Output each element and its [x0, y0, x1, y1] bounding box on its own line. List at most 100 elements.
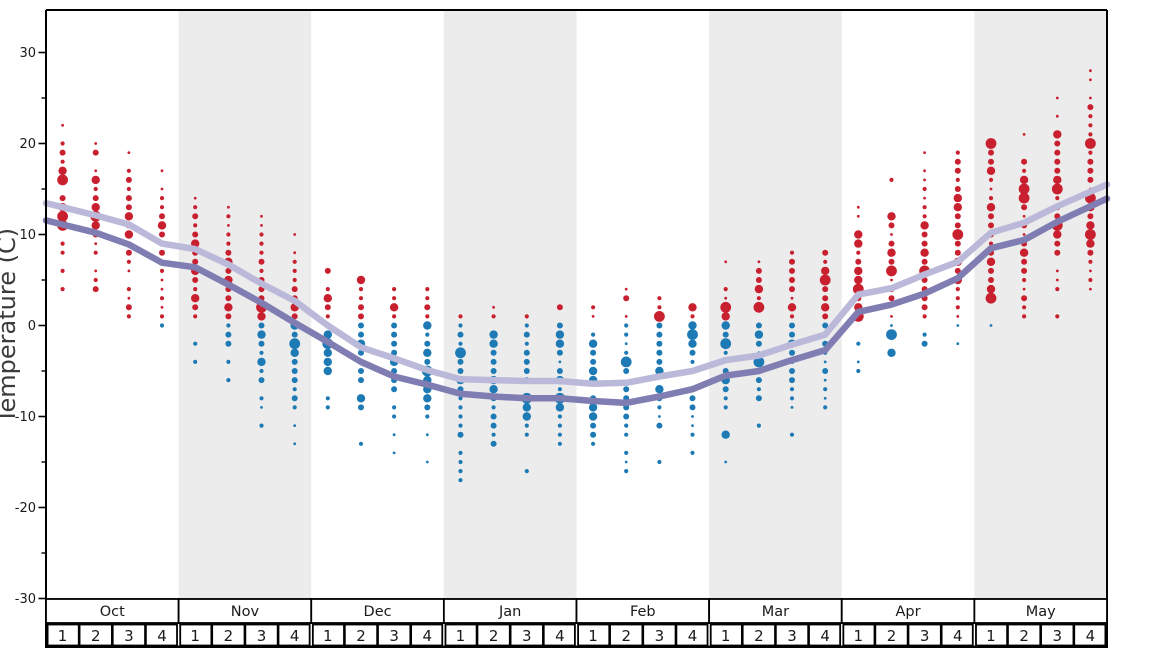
temp-dot	[555, 403, 565, 412]
temp-dot	[657, 296, 662, 301]
month-label: Apr	[896, 604, 921, 620]
temp-dot	[724, 260, 728, 264]
temp-dot	[658, 415, 661, 418]
temp-dot	[920, 221, 929, 230]
temp-dot	[590, 431, 597, 438]
month-band-mar	[709, 10, 842, 599]
temp-dot	[921, 231, 928, 238]
temp-dot	[922, 186, 927, 192]
temp-dot	[1055, 96, 1059, 100]
temp-dot	[92, 195, 99, 202]
temp-dot	[260, 214, 263, 218]
temp-dot	[789, 277, 795, 283]
temp-dot	[258, 377, 265, 384]
temp-dot	[724, 460, 728, 464]
month-label: Mar	[762, 604, 789, 620]
temp-dot	[1055, 314, 1060, 319]
temp-dot	[57, 210, 68, 222]
week-label: 3	[655, 627, 665, 645]
week-label: 3	[1052, 627, 1062, 645]
temp-dot	[922, 332, 927, 337]
temp-dot	[754, 330, 764, 339]
month-label: Jan	[498, 604, 521, 620]
temp-dot	[988, 267, 994, 274]
temp-dot	[1055, 287, 1060, 292]
temp-dot	[789, 267, 795, 274]
temp-dot	[623, 295, 630, 302]
temp-dot	[458, 423, 463, 428]
month-cell	[708, 598, 843, 624]
temp-dot	[1087, 104, 1094, 111]
temp-dot	[624, 423, 629, 428]
temp-dot	[588, 412, 598, 421]
temp-dot	[1089, 269, 1092, 273]
week-label: 3	[787, 627, 797, 645]
temp-dot	[159, 249, 165, 256]
temp-dot	[425, 314, 430, 319]
temp-dot	[789, 286, 795, 293]
temp-dot	[656, 422, 663, 429]
temp-dot	[457, 331, 464, 338]
temp-dot	[1086, 221, 1095, 230]
temp-dot	[226, 378, 231, 383]
temp-dot	[127, 269, 131, 273]
temp-dot	[754, 284, 764, 294]
temp-dot	[688, 303, 697, 312]
temp-dot	[854, 275, 863, 285]
temp-dot	[1022, 314, 1027, 319]
temp-dot	[1018, 183, 1030, 195]
temp-dot	[821, 266, 830, 276]
temp-dot	[524, 341, 529, 346]
temp-dot	[656, 358, 663, 365]
temp-dot	[856, 360, 860, 364]
temp-dot	[955, 296, 960, 301]
temp-dot	[193, 359, 198, 364]
temp-dot	[389, 303, 399, 312]
temp-dot	[955, 177, 960, 182]
temp-dot	[58, 166, 67, 175]
temp-dot	[1054, 167, 1061, 174]
temp-dot	[856, 205, 860, 209]
temp-dot	[1055, 269, 1059, 273]
temp-dot	[755, 377, 762, 384]
temp-dot	[160, 278, 164, 282]
y-tick-label: 0	[28, 319, 36, 334]
temp-dot	[1053, 230, 1062, 239]
temp-dot	[1087, 167, 1094, 174]
temp-dot	[291, 331, 298, 338]
temp-dot	[755, 267, 762, 274]
temp-dot	[425, 460, 429, 464]
temp-dot	[226, 214, 231, 219]
temp-dot	[988, 222, 994, 229]
temp-dot	[720, 301, 732, 313]
temp-dot	[226, 232, 231, 237]
temp-dot	[823, 405, 828, 410]
month-label: Nov	[231, 604, 260, 620]
temp-dot	[458, 314, 463, 319]
temp-dot	[555, 339, 565, 348]
week-label: 4	[157, 627, 167, 645]
temp-dot	[789, 322, 795, 329]
temp-dot	[1088, 132, 1093, 137]
temp-dot	[689, 395, 696, 402]
temp-dot	[1086, 239, 1095, 248]
temp-dot	[856, 250, 861, 255]
temp-dot	[988, 277, 994, 283]
temp-dot	[823, 259, 828, 264]
temp-dot	[557, 414, 563, 419]
temp-dot	[60, 159, 65, 164]
month-cell	[442, 598, 578, 624]
temp-dot	[1088, 123, 1093, 128]
temp-dot	[490, 349, 497, 356]
temp-dot	[358, 296, 364, 301]
temp-dot	[920, 248, 929, 257]
temp-dot	[292, 405, 297, 410]
temp-dot	[557, 432, 563, 437]
temp-dot	[291, 313, 298, 320]
temp-dot	[457, 358, 464, 365]
temp-dot	[953, 193, 962, 203]
temp-dot	[624, 315, 628, 318]
temp-dot	[556, 349, 563, 356]
